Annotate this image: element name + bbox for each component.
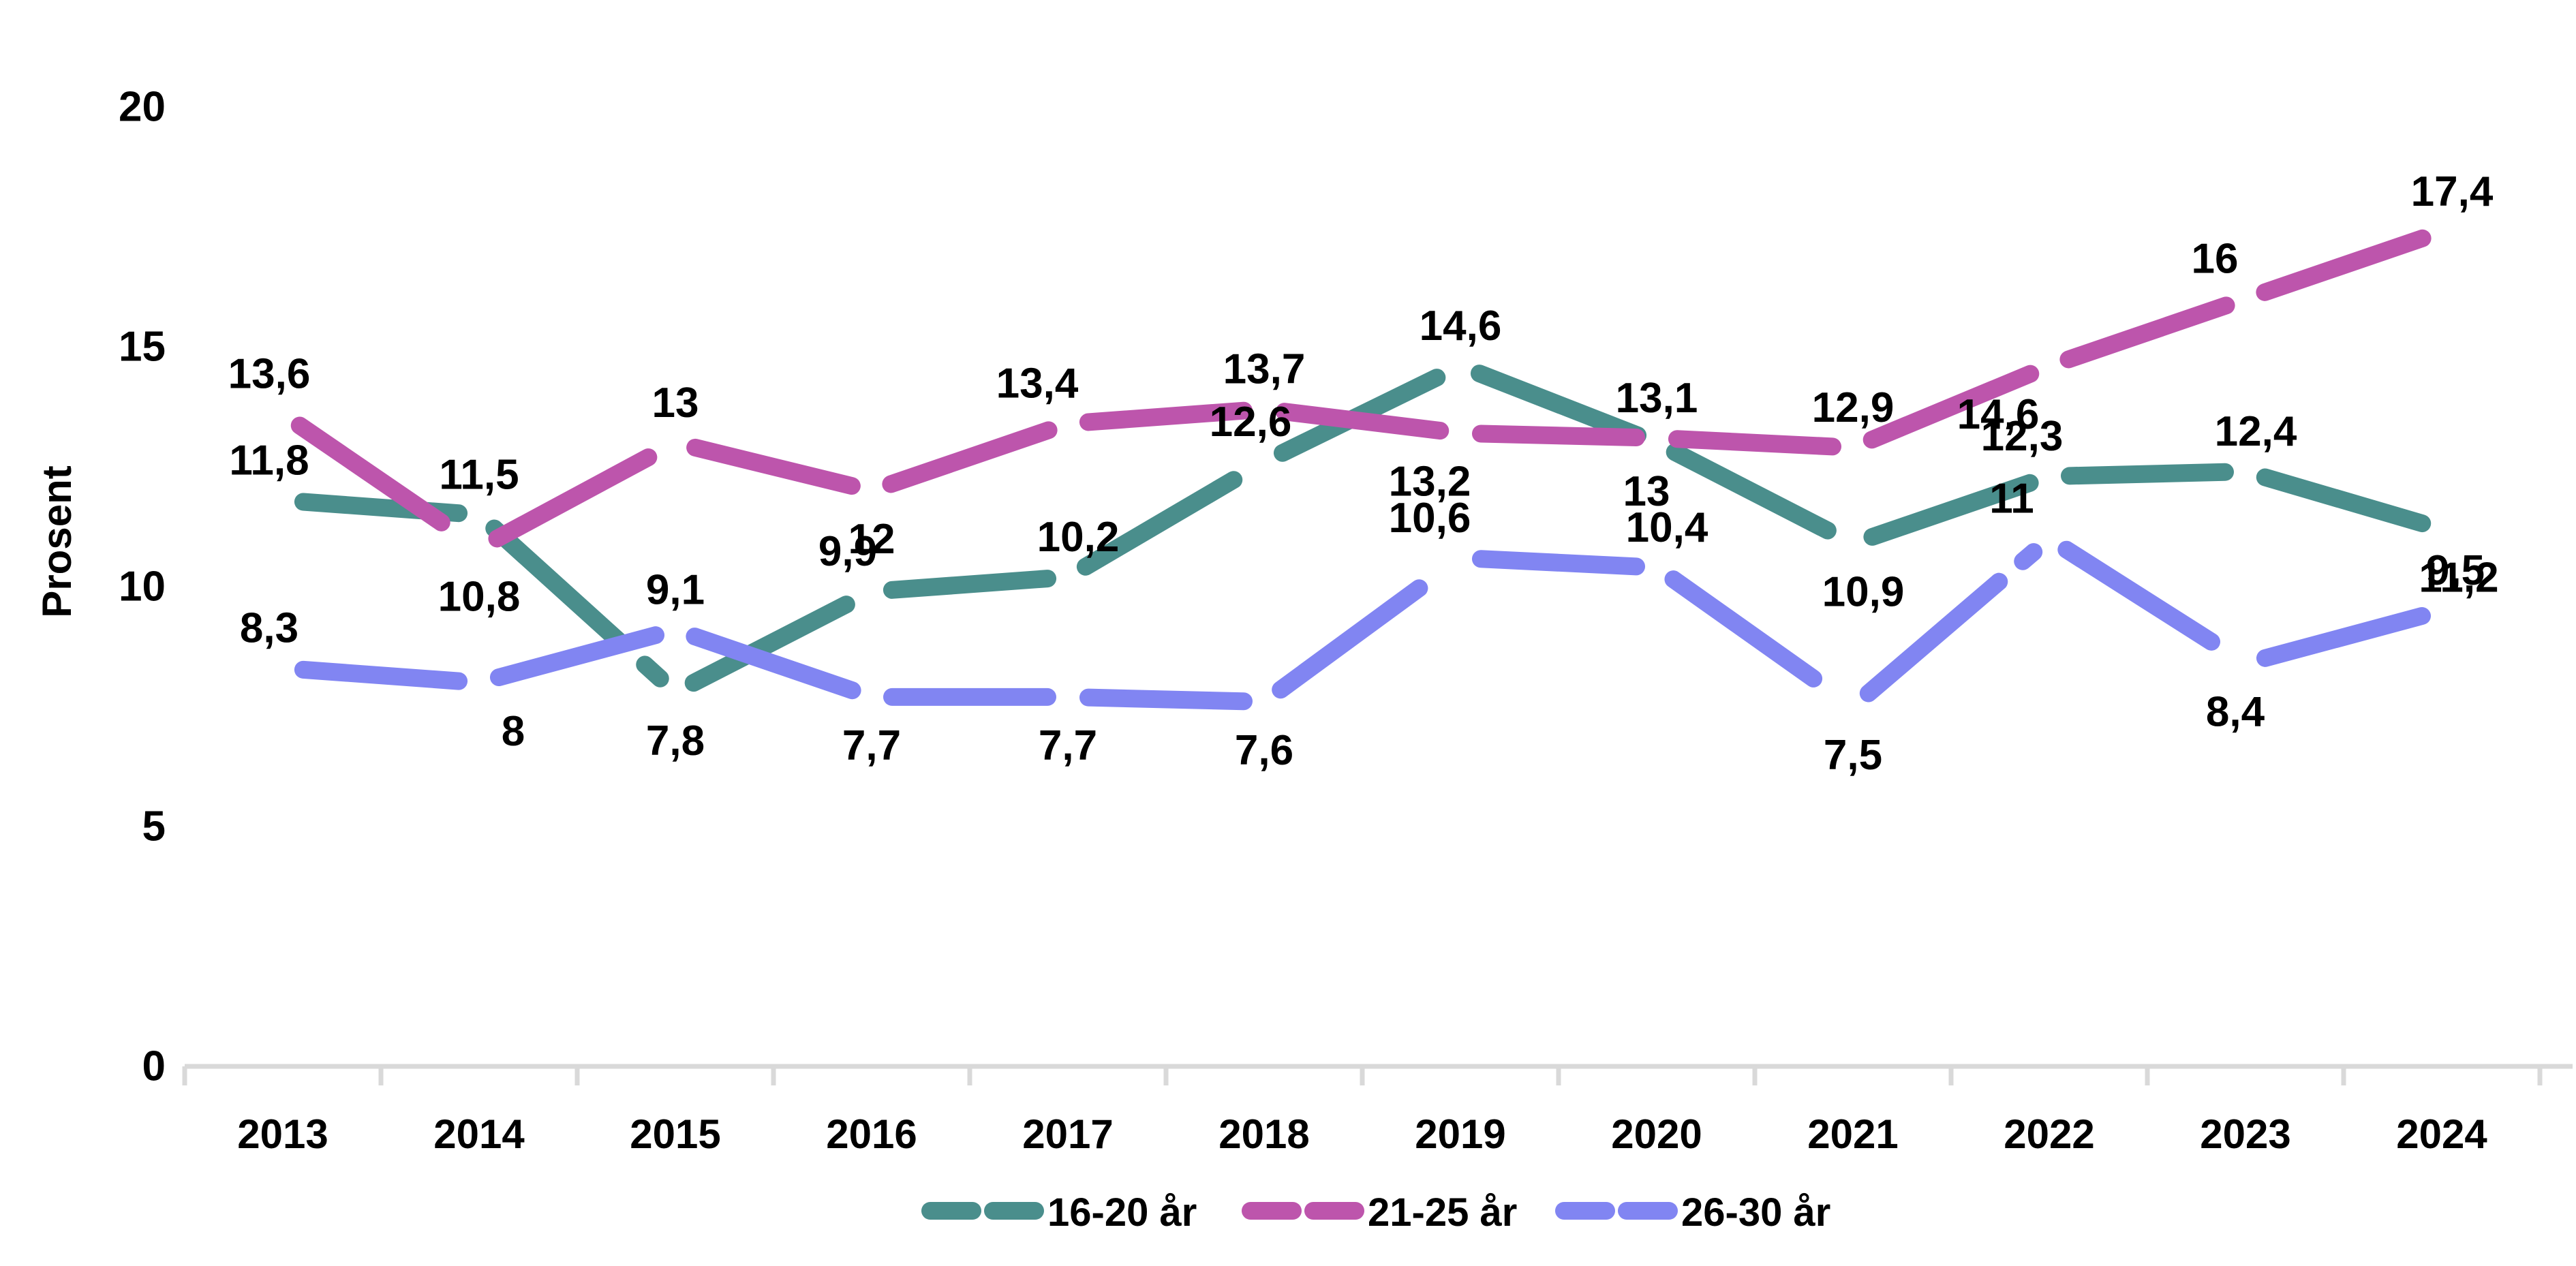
y-tick-label: 5 [142, 803, 166, 850]
series-line-segment [290, 416, 472, 546]
series-line-segment [1471, 550, 1646, 576]
data-label: 12,4 [2215, 408, 2297, 455]
data-label: 7,5 [1824, 732, 1882, 779]
series-line-segment [294, 660, 468, 690]
x-tick-label: 2016 [826, 1111, 917, 1157]
series-line-segment [2059, 296, 2235, 369]
y-tick-label: 15 [119, 324, 166, 371]
data-label: 10,2 [1037, 514, 1120, 561]
series-line-segment [1668, 430, 1842, 456]
series-line-segment [1079, 401, 1253, 431]
data-label: 7,8 [646, 717, 705, 765]
x-tick-label: 2022 [2004, 1111, 2094, 1157]
series-line-segment [1076, 463, 1256, 576]
data-label: 8,3 [240, 605, 298, 652]
series-line-segment [2256, 229, 2432, 301]
data-label: 10,9 [1822, 569, 1905, 616]
series-line-segment [1859, 543, 2043, 703]
data-label: 11,8 [229, 437, 309, 484]
data-label: 13,2 [1389, 459, 1471, 506]
x-tick-label: 2013 [237, 1111, 328, 1157]
data-label: 7,6 [1235, 727, 1293, 774]
data-label: 14,6 [1957, 391, 2040, 438]
legend-label: 26-30 år [1681, 1190, 1830, 1235]
series-line-segment [2256, 468, 2432, 533]
series-line-segment [1272, 561, 1453, 699]
chart-legend: 16-20 år 21-25 år 26-30 år [921, 1190, 1830, 1235]
data-label: 13,6 [228, 351, 311, 398]
x-tick-label: 2014 [433, 1111, 525, 1157]
data-label: 11 [1989, 476, 2034, 523]
x-tick-label: 2018 [1218, 1111, 1309, 1157]
data-label: 12 [848, 516, 895, 563]
data-label: 10,8 [438, 574, 521, 621]
data-label: 16 [2192, 236, 2239, 283]
data-label: 13,4 [996, 360, 1079, 407]
series-line-segment [1664, 570, 1845, 704]
x-tick-label: 2021 [1807, 1111, 1898, 1157]
y-axis-title: Prosent [34, 465, 80, 617]
legend-item: 21-25 år [1242, 1190, 1517, 1235]
series-21-25-år [290, 229, 2432, 548]
data-label: 8 [502, 708, 525, 755]
series-26-30-år [294, 540, 2432, 711]
x-tick-label: 2024 [2396, 1111, 2487, 1157]
data-label: 12,6 [1210, 399, 1292, 446]
data-label: 7,7 [842, 722, 901, 769]
x-tick-label: 2017 [1022, 1111, 1113, 1157]
series-line-segment [1079, 688, 1253, 711]
x-tick-label: 2015 [630, 1111, 720, 1157]
y-tick-label: 20 [119, 84, 166, 131]
series-line-segment [684, 591, 863, 692]
data-label: 7,7 [1039, 722, 1097, 769]
series-line-segment [2057, 540, 2237, 662]
series-line-segment [489, 626, 665, 687]
data-label: 13,7 [1223, 346, 1306, 393]
series-line-segment [1275, 403, 1450, 440]
data-label: 8,4 [2206, 689, 2265, 736]
series-line-segment [1863, 474, 2039, 546]
y-tick-label: 10 [119, 563, 166, 611]
data-label: 12,3 [1981, 413, 2064, 460]
data-label: 9,5 [2426, 547, 2485, 594]
series-line-segment [883, 570, 1057, 599]
data-label: 13,1 [1616, 375, 1698, 422]
data-label: 11,5 [439, 451, 519, 498]
x-tick-label: 2019 [1415, 1111, 1505, 1157]
series-line-segment [1862, 365, 2040, 449]
x-tick-label: 2020 [1611, 1111, 1702, 1157]
series-line-segment [2256, 606, 2432, 667]
series-line-segment [686, 438, 861, 495]
legend-label: 16-20 år [1047, 1190, 1197, 1235]
series-line-segment [1470, 365, 1647, 444]
legend-item: 16-20 år [921, 1190, 1197, 1235]
data-label: 14,6 [1420, 303, 1502, 350]
series-line-segment [1666, 443, 1844, 543]
series-16-20-år [294, 365, 2432, 692]
data-label: 17,4 [2411, 168, 2494, 215]
data-label: 11,2 [2419, 555, 2498, 602]
series-line-segment [1471, 424, 1646, 447]
data-label: 13 [652, 380, 699, 427]
data-label: 9,9 [818, 528, 877, 575]
data-label: 12,9 [1812, 384, 1895, 431]
legend-label: 21-25 år [1368, 1190, 1517, 1235]
x-tick-label: 2023 [2200, 1111, 2290, 1157]
data-label: 10,6 [1389, 495, 1471, 542]
series-line-segment [488, 444, 666, 548]
data-label: 10,4 [1626, 504, 1708, 551]
data-label: 9,1 [646, 566, 705, 613]
series-line-segment [882, 421, 1058, 493]
series-line-segment [2060, 463, 2235, 485]
y-tick-label: 0 [142, 1043, 166, 1090]
legend-item: 26-30 år [1555, 1190, 1830, 1235]
data-label: 13 [1623, 468, 1670, 515]
series-line-segment [686, 628, 861, 700]
series-line-segment [485, 519, 669, 688]
